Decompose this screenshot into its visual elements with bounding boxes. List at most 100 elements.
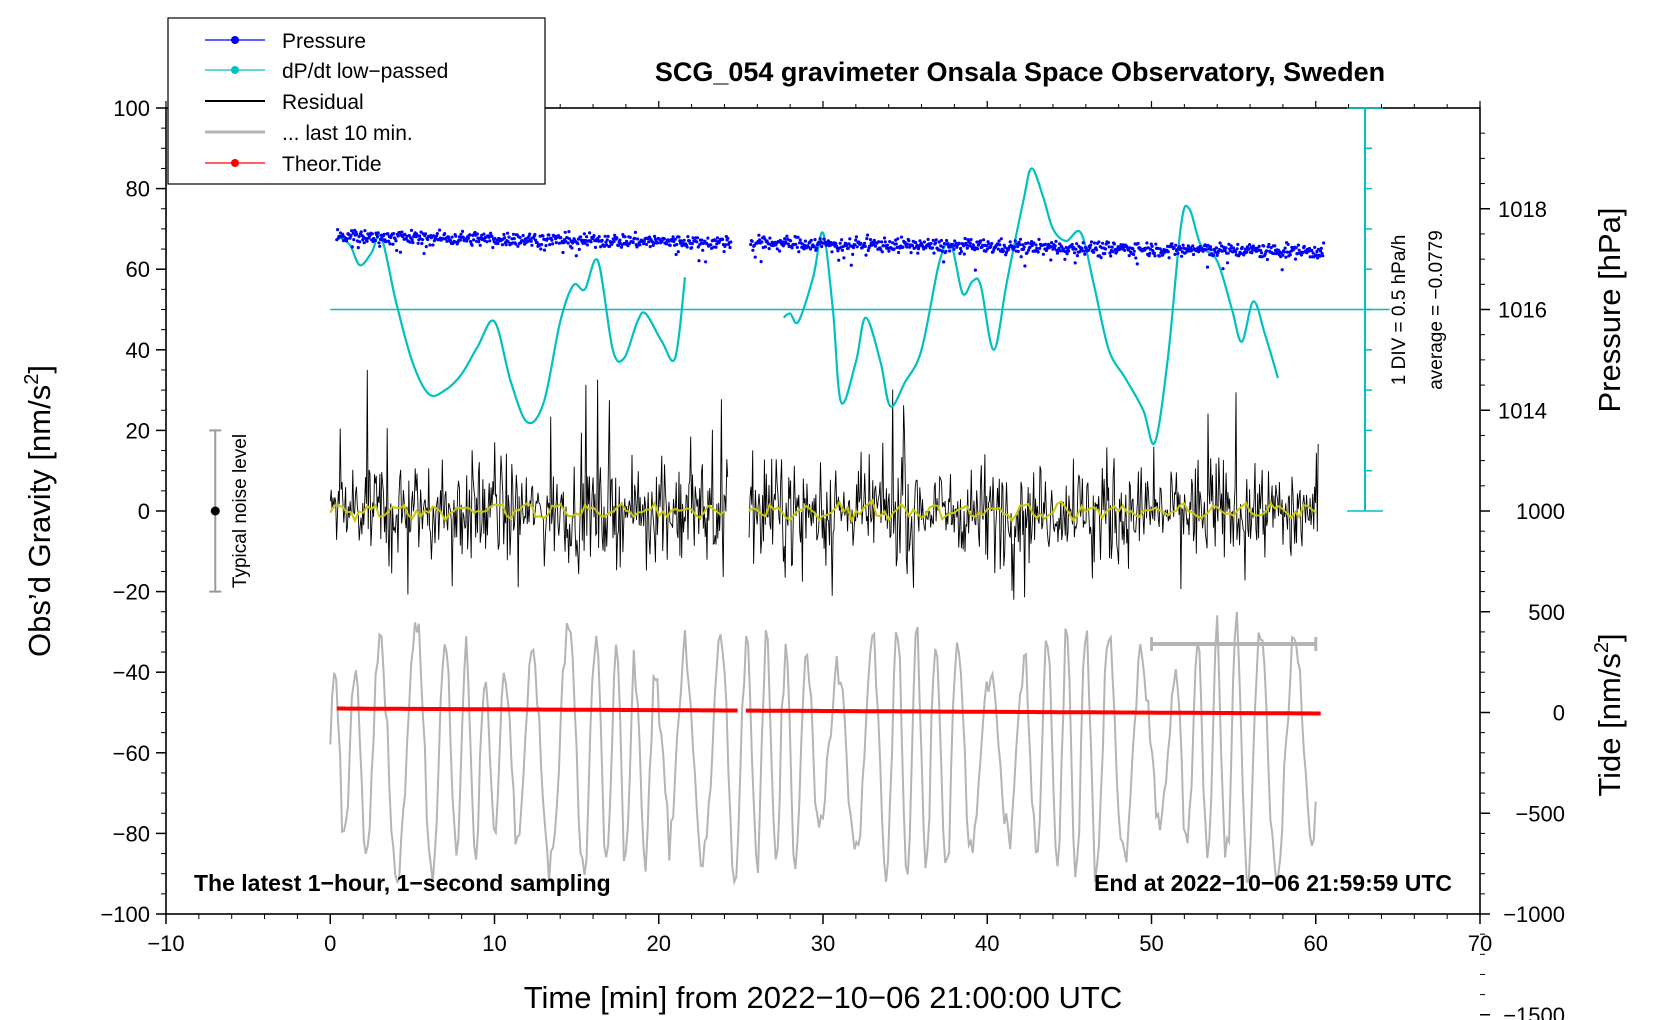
pressure-point (948, 249, 952, 253)
pressure-point (574, 254, 578, 258)
legend-entry-last10: ... last 10 min. (205, 122, 413, 145)
pressure-point (690, 246, 694, 250)
pressure-point (362, 241, 366, 245)
x-tick-label: 70 (1468, 931, 1492, 956)
pressure-point (1288, 253, 1292, 257)
y-axis-title-left: Obs’d Gravity [nm/s2] (21, 365, 57, 657)
pressure-point (1123, 248, 1127, 252)
pressure-point (653, 234, 657, 238)
pressure-point (700, 238, 704, 242)
pressure-point (491, 245, 495, 250)
pressure-point (1316, 256, 1320, 260)
pressure-point (387, 239, 391, 243)
pressure-point (959, 246, 963, 251)
pressure-point (1099, 256, 1103, 260)
y-tick-label-left: 60 (126, 257, 150, 282)
pressure-point (1234, 250, 1238, 254)
pressure-point (1293, 257, 1298, 261)
pressure-point (989, 244, 993, 248)
pressure-point (962, 252, 966, 256)
pressure-point (1018, 243, 1022, 247)
pressure-point (540, 242, 544, 247)
pressure-point (1007, 247, 1011, 251)
pressure-point (855, 245, 859, 249)
pressure-point (757, 233, 761, 237)
pressure-point (1147, 254, 1151, 258)
pressure-point (685, 245, 689, 249)
y-tick-label-left: −100 (100, 902, 150, 927)
pressure-point (378, 244, 382, 248)
pressure-point (503, 236, 507, 240)
pressure-point (518, 236, 522, 240)
pressure-point (529, 239, 533, 243)
pressure-point (1050, 241, 1054, 245)
pressure-point (899, 235, 904, 239)
pressure-point (466, 236, 470, 240)
pressure-point (673, 237, 677, 241)
y-tick-label-left: 0 (138, 499, 150, 524)
pressure-point (554, 241, 558, 245)
pressure-point (1152, 251, 1156, 255)
pressure-point (679, 239, 683, 243)
y-tick-label-left: 100 (113, 96, 150, 121)
pressure-point (965, 246, 969, 250)
pressure-point (355, 232, 359, 236)
pressure-point (962, 244, 966, 248)
pressure-point (461, 235, 465, 239)
pressure-point (588, 231, 592, 235)
pressure-point (618, 238, 622, 242)
x-tick-label: −10 (147, 931, 184, 956)
pressure-point (753, 255, 757, 259)
pressure-point (1041, 252, 1045, 256)
y-tick-label-left: 20 (126, 418, 150, 443)
pressure-point (652, 241, 656, 245)
pressure-point (500, 243, 504, 247)
pressure-point (1191, 244, 1195, 248)
pressure-point (1074, 247, 1078, 251)
pressure-point (506, 231, 510, 235)
pressure-point (1101, 241, 1105, 245)
pressure-point (475, 232, 479, 236)
pressure-point (790, 246, 794, 250)
pressure-point (1072, 246, 1076, 250)
pressure-point (1214, 246, 1218, 250)
pressure-point (1262, 244, 1266, 248)
pressure-point (395, 248, 399, 253)
pressure-point (880, 250, 884, 254)
pressure-point (1319, 246, 1323, 250)
pressure-point (559, 236, 563, 240)
pressure-point (726, 236, 730, 240)
pressure-point (489, 231, 493, 235)
pressure-point (939, 238, 944, 243)
pressure-point (512, 237, 516, 241)
pressure-point (336, 228, 340, 232)
pressure-point (976, 247, 980, 251)
pressure-point (1054, 239, 1058, 243)
pressure-point (1028, 245, 1032, 249)
legend-entry-dpdt: dP/dt low−passed (205, 60, 448, 83)
pressure-point (714, 245, 718, 249)
pressure-point (583, 241, 587, 245)
pressure-point (485, 240, 489, 244)
pressure-point (996, 247, 1000, 251)
pressure-point (1075, 242, 1079, 246)
pressure-point (566, 241, 570, 245)
pressure-point (942, 260, 946, 264)
pressure-point (542, 248, 547, 252)
pressure-point (849, 263, 853, 267)
pressure-point (1030, 243, 1034, 248)
pressure-point (1032, 241, 1036, 245)
pressure-point (905, 245, 909, 249)
pressure-point (797, 250, 801, 254)
pressure-point (888, 240, 892, 244)
pressure-point (1173, 252, 1177, 256)
pressure-point (1132, 249, 1136, 253)
pressure-point (987, 242, 991, 246)
pressure-point (809, 238, 813, 242)
pressure-point (472, 238, 476, 242)
pressure-point (647, 240, 651, 244)
pressure-point (612, 239, 616, 244)
pressure-point (728, 245, 732, 250)
last10-line (329, 611, 1317, 886)
pressure-point (880, 240, 884, 244)
